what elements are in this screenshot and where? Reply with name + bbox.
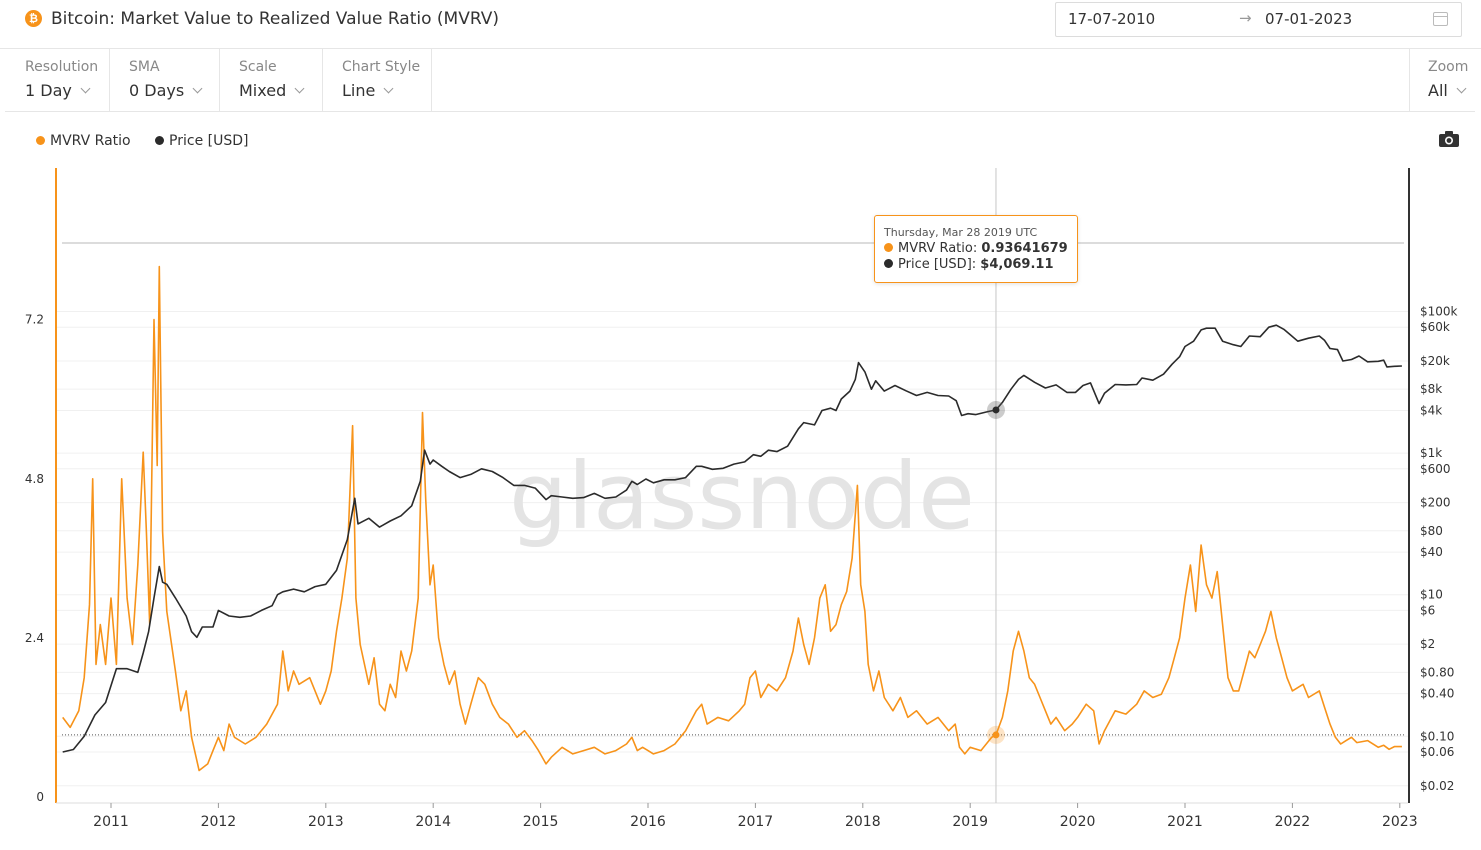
scale-value: Mixed: [239, 81, 287, 100]
sma-dropdown[interactable]: SMA 0 Days: [109, 49, 220, 111]
arrow-right-icon: →: [1239, 9, 1252, 27]
x-axis-tick-label: 2016: [630, 814, 666, 830]
x-axis-tick-label: 2022: [1275, 814, 1311, 830]
right-axis-tick-label: $0.06: [1420, 745, 1454, 759]
tooltip-price-label: Price [USD]:: [898, 257, 977, 272]
right-axis-tick-label: $0.40: [1420, 687, 1454, 701]
date-end-input[interactable]: 07-01-2023: [1265, 10, 1353, 28]
right-axis-tick-label: $4k: [1420, 403, 1442, 417]
right-axis-tick-label: $40: [1420, 545, 1443, 559]
chart-lines: [62, 265, 1402, 772]
left-axis-ticks: 0 2.4 4.8 7.2: [25, 313, 44, 804]
glassnode-watermark: glassnode: [509, 443, 975, 550]
x-axis-tick-label: 2017: [738, 814, 774, 830]
resolution-label: Resolution: [25, 59, 99, 75]
right-axis-tick-label: $60k: [1420, 320, 1450, 334]
zoom-value: All: [1428, 81, 1448, 100]
right-axis-tick-label: $8k: [1420, 382, 1442, 396]
tooltip-mvrv-label: MVRV Ratio:: [898, 241, 978, 256]
left-axis-tick-label: 0: [36, 790, 44, 804]
legend-dot-mvrv: [36, 136, 45, 145]
chart-marks: [986, 400, 1005, 744]
price-series-line: [62, 324, 1402, 753]
x-axis-tick-label: 2011: [93, 814, 129, 830]
right-axis-tick-label: $1k: [1420, 446, 1442, 460]
x-axis-tick-label: 2013: [308, 814, 344, 830]
date-range-picker[interactable]: 17-07-2010 → 07-01-2023: [1055, 2, 1462, 37]
scale-label: Scale: [239, 59, 277, 75]
legend-dot-price: [155, 136, 165, 145]
right-axis-tick-label: $0.10: [1420, 729, 1454, 743]
mvrv-hover-point: [992, 731, 1000, 739]
tooltip-date: Thursday, Mar 28 2019 UTC: [884, 226, 1038, 239]
left-axis-tick-label: 4.8: [25, 472, 44, 486]
resolution-dropdown[interactable]: Resolution 1 Day: [5, 49, 110, 111]
sma-value: 0 Days: [129, 81, 185, 100]
right-axis-ticks: $0.02 $0.06 $0.10 $0.40 $0.80 $2 $6$10 $40 $80 $2…: [1420, 304, 1458, 792]
chart-axes: [55, 168, 1410, 804]
page-title: Bitcoin: Market Value to Realized Value …: [51, 9, 499, 29]
chart-style-label: Chart Style: [342, 59, 421, 75]
x-axis-tick-label: 2014: [415, 814, 451, 830]
x-axis-tick-label: 2021: [1167, 814, 1203, 830]
tooltip-row-price: Price [USD]: $4,069.11: [884, 257, 1054, 272]
legend-item-price[interactable]: Price [USD]: [155, 133, 249, 149]
x-axis-ticks: 2011 2012 2013 2014 2015 2016 2017 2018 2019 2020…: [93, 803, 1418, 830]
scale-dropdown[interactable]: Scale Mixed: [219, 49, 323, 111]
x-axis-tick-label: 2012: [201, 814, 237, 830]
left-axis-tick-label: 2.4: [25, 631, 44, 645]
x-axis-tick-label: 2015: [523, 814, 559, 830]
right-axis-tick-label: $200: [1420, 496, 1451, 510]
date-start-input[interactable]: 17-07-2010: [1068, 10, 1156, 28]
tooltip-price-value: $4,069.11: [980, 257, 1054, 272]
x-axis-tick-label: 2019: [952, 814, 988, 830]
mvrv-series-line: [62, 265, 1402, 772]
camera-icon[interactable]: [1439, 131, 1459, 147]
calendar-icon[interactable]: [1433, 12, 1448, 26]
right-axis-tick-label: $0.02: [1420, 779, 1454, 793]
zoom-dropdown[interactable]: Zoom All: [1409, 49, 1476, 111]
bitcoin-icon: ₿: [25, 10, 42, 27]
price-hover-point: [992, 406, 1000, 414]
right-axis-tick-label: $10: [1420, 588, 1443, 602]
x-axis-tick-label: 2018: [845, 814, 881, 830]
zoom-label: Zoom: [1428, 59, 1469, 75]
right-axis-tick-label: $600: [1420, 462, 1451, 476]
right-axis-tick-label: $0.80: [1420, 665, 1454, 679]
x-axis-tick-label: 2020: [1060, 814, 1096, 830]
tooltip-dot-mvrv: [884, 243, 893, 252]
right-axis-tick-label: $6: [1420, 603, 1435, 617]
tooltip-row-mvrv: MVRV Ratio: 0.93641679: [884, 241, 1068, 256]
chart-style-value: Line: [342, 81, 376, 100]
legend-label-price: Price [USD]: [169, 133, 249, 149]
legend-label-mvrv: MVRV Ratio: [50, 133, 131, 149]
right-axis-tick-label: $100k: [1420, 304, 1458, 318]
right-axis-tick-label: $2: [1420, 637, 1435, 651]
chart-controls: Resolution 1 Day SMA 0 Days Scale Mixed …: [5, 49, 1475, 112]
x-axis-tick-label: 2023: [1382, 814, 1418, 830]
chart-style-dropdown[interactable]: Chart Style Line: [322, 49, 432, 111]
chart-legend: MVRV Ratio Price [USD]: [36, 133, 269, 149]
chart-grid: [56, 310, 1408, 787]
header-bar: ₿ Bitcoin: Market Value to Realized Valu…: [0, 0, 1481, 49]
sma-label: SMA: [129, 59, 160, 75]
tooltip-dot-price: [884, 259, 893, 268]
left-axis-tick-label: 7.2: [25, 313, 44, 327]
resolution-value: 1 Day: [25, 81, 72, 100]
tooltip-mvrv-value: 0.93641679: [981, 241, 1068, 256]
right-axis-tick-label: $80: [1420, 524, 1443, 538]
legend-item-mvrv[interactable]: MVRV Ratio: [36, 133, 131, 149]
right-axis-tick-label: $20k: [1420, 354, 1450, 368]
chart-tooltip: Thursday, Mar 28 2019 UTC MVRV Ratio: 0.…: [874, 215, 1078, 283]
